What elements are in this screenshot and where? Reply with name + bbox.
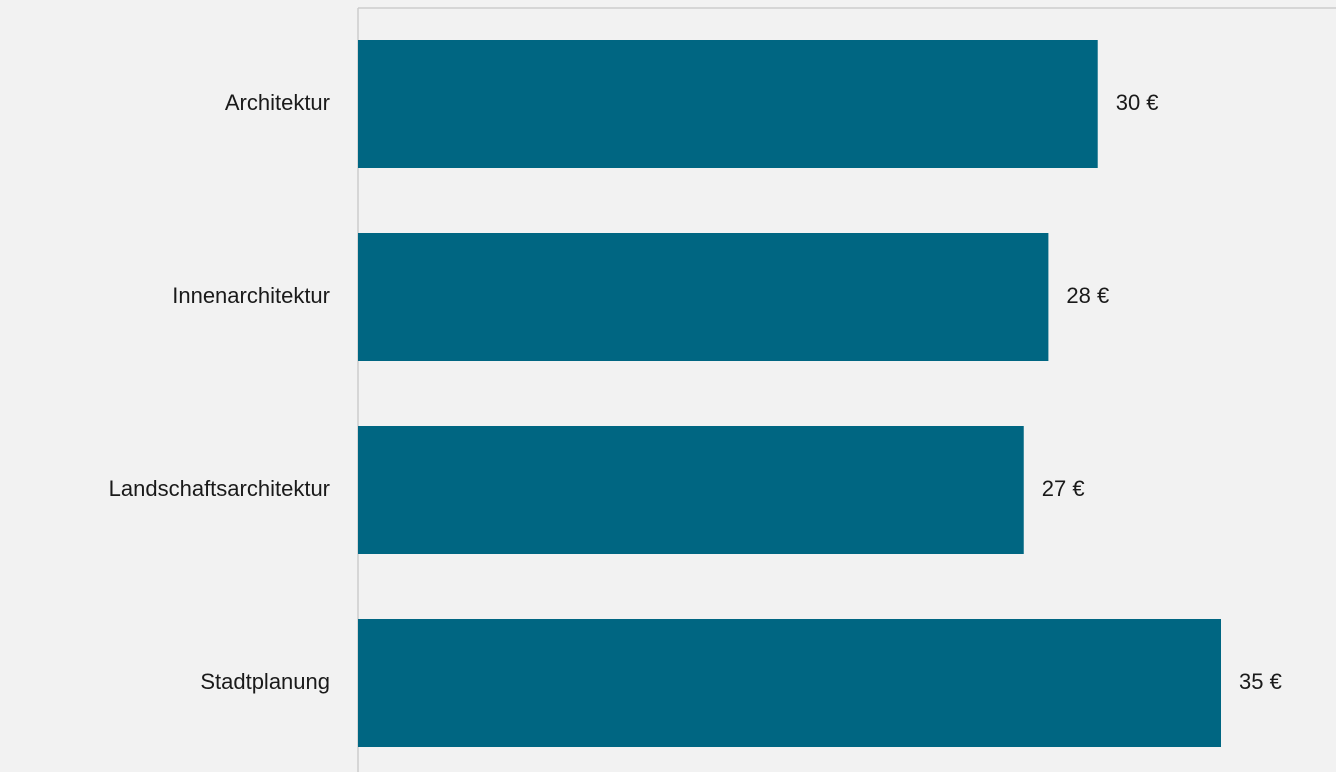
category-label: Landschaftsarchitektur <box>109 476 330 501</box>
value-label: 35 € <box>1239 669 1282 694</box>
value-label: 28 € <box>1066 283 1109 308</box>
bar <box>358 233 1049 361</box>
value-label: 30 € <box>1116 90 1159 115</box>
category-label: Innenarchitektur <box>172 283 330 308</box>
bar <box>358 426 1024 554</box>
bar <box>358 619 1221 747</box>
category-label: Architektur <box>225 90 330 115</box>
category-label: Stadtplanung <box>200 669 330 694</box>
bar <box>358 40 1098 168</box>
value-label: 27 € <box>1042 476 1085 501</box>
